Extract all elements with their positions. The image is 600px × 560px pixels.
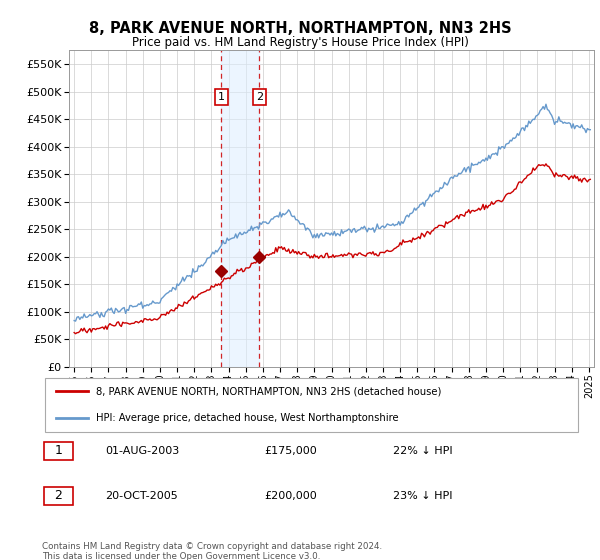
Text: 2: 2 — [55, 489, 62, 502]
Text: £175,000: £175,000 — [264, 446, 317, 456]
Text: 8, PARK AVENUE NORTH, NORTHAMPTON, NN3 2HS (detached house): 8, PARK AVENUE NORTH, NORTHAMPTON, NN3 2… — [96, 386, 442, 396]
Text: 1: 1 — [55, 444, 62, 458]
Bar — [221, 50, 259, 367]
Text: £200,000: £200,000 — [264, 491, 317, 501]
Text: Price paid vs. HM Land Registry's House Price Index (HPI): Price paid vs. HM Land Registry's House … — [131, 36, 469, 49]
FancyBboxPatch shape — [44, 442, 73, 460]
Text: 22% ↓ HPI: 22% ↓ HPI — [393, 446, 452, 456]
Text: Contains HM Land Registry data © Crown copyright and database right 2024.
This d: Contains HM Land Registry data © Crown c… — [42, 542, 382, 560]
Text: 01-AUG-2003: 01-AUG-2003 — [105, 446, 179, 456]
Text: 23% ↓ HPI: 23% ↓ HPI — [393, 491, 452, 501]
Text: 2: 2 — [256, 92, 263, 102]
FancyBboxPatch shape — [44, 487, 73, 505]
Text: 1: 1 — [218, 92, 225, 102]
FancyBboxPatch shape — [45, 377, 578, 432]
Text: 20-OCT-2005: 20-OCT-2005 — [105, 491, 178, 501]
Text: 8, PARK AVENUE NORTH, NORTHAMPTON, NN3 2HS: 8, PARK AVENUE NORTH, NORTHAMPTON, NN3 2… — [89, 21, 511, 36]
Text: HPI: Average price, detached house, West Northamptonshire: HPI: Average price, detached house, West… — [96, 413, 398, 423]
